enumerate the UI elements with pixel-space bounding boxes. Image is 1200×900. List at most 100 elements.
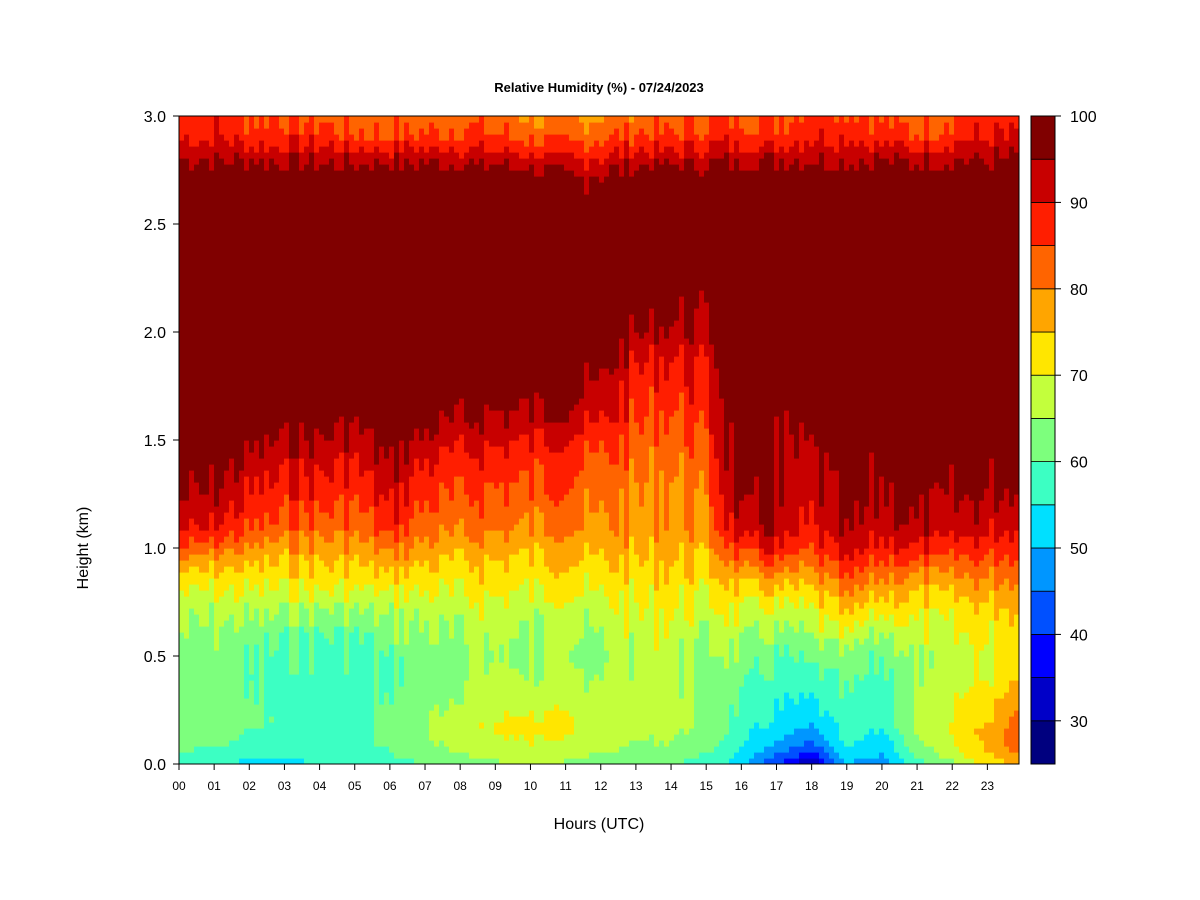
heatmap-cell	[359, 518, 365, 525]
heatmap-cell	[294, 560, 300, 567]
heatmap-cell	[344, 392, 350, 399]
heatmap-cell	[244, 476, 250, 483]
heatmap-cell	[304, 650, 310, 657]
heatmap-cell	[284, 452, 290, 459]
heatmap-cell	[324, 284, 330, 291]
heatmap-cell	[214, 344, 220, 351]
heatmap-cell	[404, 188, 410, 195]
heatmap-cell	[269, 452, 275, 459]
heatmap-cell	[279, 194, 285, 201]
heatmap-cell	[399, 656, 405, 663]
heatmap-cell	[324, 158, 330, 165]
heatmap-cell	[349, 500, 355, 507]
heatmap-cell	[344, 722, 350, 729]
heatmap-cell	[189, 170, 195, 177]
heatmap-cell	[234, 716, 240, 723]
heatmap-cell	[249, 458, 255, 465]
heatmap-cell	[234, 692, 240, 699]
heatmap-cell	[374, 128, 380, 135]
heatmap-cell	[279, 524, 285, 531]
heatmap-cell	[339, 302, 345, 309]
heatmap-cell	[334, 482, 340, 489]
heatmap-cell	[354, 614, 360, 621]
heatmap-cell	[264, 140, 270, 147]
heatmap-cell	[204, 656, 210, 663]
heatmap-cell	[269, 512, 275, 519]
heatmap-cell	[319, 170, 325, 177]
heatmap-cell	[319, 320, 325, 327]
heatmap-cell	[214, 500, 220, 507]
heatmap-cell	[404, 590, 410, 597]
heatmap-cell	[284, 470, 290, 477]
heatmap-cell	[254, 134, 260, 141]
heatmap-cell	[324, 428, 330, 435]
heatmap-cell	[274, 458, 280, 465]
heatmap-cell	[364, 314, 370, 321]
heatmap-cell	[374, 320, 380, 327]
heatmap-cell	[184, 644, 190, 651]
heatmap-cell	[309, 506, 315, 513]
heatmap-cell	[319, 662, 325, 669]
heatmap-cell	[399, 410, 405, 417]
heatmap-cell	[179, 662, 185, 669]
heatmap-cell	[199, 146, 205, 153]
heatmap-cell	[339, 128, 345, 135]
heatmap-cell	[379, 554, 385, 561]
heatmap-cell	[269, 254, 275, 261]
heatmap-cell	[214, 698, 220, 705]
heatmap-cell	[234, 572, 240, 579]
heatmap-cell	[384, 464, 390, 471]
heatmap-cell	[254, 380, 260, 387]
heatmap-cell	[399, 698, 405, 705]
heatmap-cell	[254, 302, 260, 309]
heatmap-cell	[319, 356, 325, 363]
heatmap-cell	[334, 368, 340, 375]
heatmap-cell	[354, 482, 360, 489]
heatmap-cell	[214, 638, 220, 645]
heatmap-cell	[274, 722, 280, 729]
heatmap-cell	[179, 476, 185, 483]
heatmap-cell	[194, 716, 200, 723]
heatmap-cell	[394, 320, 400, 327]
heatmap-cell	[369, 584, 375, 591]
heatmap-cell	[384, 554, 390, 561]
heatmap-cell	[299, 584, 305, 591]
heatmap-cell	[279, 290, 285, 297]
heatmap-cell	[364, 470, 370, 477]
heatmap-cell	[314, 344, 320, 351]
heatmap-cell	[384, 500, 390, 507]
heatmap-cell	[359, 752, 365, 759]
heatmap-cell	[184, 392, 190, 399]
heatmap-cell	[394, 722, 400, 729]
heatmap-cell	[404, 596, 410, 603]
heatmap-cell	[384, 746, 390, 753]
heatmap-cell	[259, 656, 265, 663]
heatmap-cell	[274, 206, 280, 213]
heatmap-cell	[214, 554, 220, 561]
heatmap-cell	[394, 116, 400, 123]
heatmap-cell	[224, 608, 230, 615]
heatmap-cell	[279, 320, 285, 327]
heatmap-cell	[229, 386, 235, 393]
heatmap-cell	[339, 392, 345, 399]
heatmap-cell	[369, 206, 375, 213]
heatmap-cell	[254, 680, 260, 687]
heatmap-cell	[244, 170, 250, 177]
heatmap-cell	[264, 434, 270, 441]
heatmap-cell	[234, 650, 240, 657]
heatmap-cell	[364, 620, 370, 627]
heatmap-cell	[389, 488, 395, 495]
heatmap-cell	[269, 386, 275, 393]
heatmap-cell	[199, 524, 205, 531]
heatmap-cell	[364, 752, 370, 759]
heatmap-cell	[354, 746, 360, 753]
heatmap-cell	[394, 380, 400, 387]
heatmap-cell	[199, 704, 205, 711]
heatmap-cell	[269, 332, 275, 339]
heatmap-cell	[319, 710, 325, 717]
heatmap-cell	[269, 164, 275, 171]
heatmap-cell	[329, 650, 335, 657]
heatmap-cell	[249, 254, 255, 261]
heatmap-cell	[344, 386, 350, 393]
heatmap-cell	[384, 704, 390, 711]
